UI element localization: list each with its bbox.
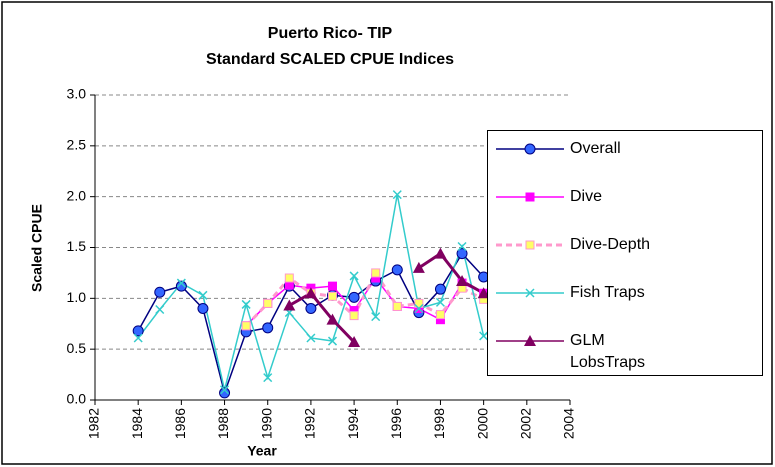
legend-label: GLM LobsTraps [570, 332, 645, 371]
marker [328, 281, 337, 291]
x-tick-label: 2002 [518, 408, 534, 439]
x-tick-label: 2000 [474, 408, 490, 439]
marker [477, 287, 490, 299]
legend-swatch [496, 143, 564, 155]
marker [524, 335, 536, 346]
legend-label: Dive [570, 188, 603, 205]
x-tick-label: 1982 [86, 408, 102, 439]
marker [132, 325, 144, 337]
marker [524, 143, 536, 155]
marker [414, 298, 424, 308]
legend-label: Dive-Depth [570, 236, 651, 253]
y-tick-label: 0.5 [67, 340, 87, 356]
marker [241, 299, 251, 309]
x-tick-label: 1992 [302, 408, 318, 439]
marker [371, 268, 381, 278]
marker [392, 301, 402, 311]
y-tick-label: 1.0 [67, 289, 87, 305]
marker [349, 271, 359, 281]
marker [434, 283, 446, 295]
marker [435, 310, 445, 320]
y-tick-label: 1.5 [67, 238, 87, 254]
legend-label: Overall [570, 140, 621, 157]
marker [525, 192, 535, 202]
marker [434, 247, 447, 259]
marker [525, 288, 535, 298]
marker [327, 336, 338, 346]
marker [220, 385, 230, 395]
x-tick-label: 1990 [258, 408, 274, 439]
y-axis-label: Scaled CPUE [29, 204, 45, 292]
legend-swatch [496, 288, 564, 298]
marker [348, 291, 360, 303]
y-tick-label: 2.5 [67, 137, 87, 153]
y-tick-label: 0.0 [67, 391, 87, 407]
marker [133, 333, 143, 343]
marker [348, 336, 361, 348]
x-tick-label: 1984 [129, 408, 145, 439]
marker [304, 287, 317, 299]
marker [328, 291, 337, 301]
chart-subtitle: Standard SCALED CPUE Indices [206, 51, 454, 68]
legend-entry: Dive [488, 179, 762, 227]
legend-entry: GLM LobsTraps [488, 323, 762, 371]
marker [263, 373, 273, 383]
marker [262, 322, 274, 334]
x-axis-label: Year [247, 443, 277, 459]
legend-entry: Overall [488, 131, 762, 179]
x-tick-label: 1986 [172, 408, 188, 439]
y-tick-label: 2.0 [67, 187, 87, 203]
marker [412, 261, 425, 273]
marker [456, 248, 468, 260]
legend: Overall Dive Dive-Depth Fish Traps GLM LobsT… [487, 130, 763, 376]
chart-title: Puerto Rico- TIP [268, 25, 393, 42]
marker [241, 321, 251, 331]
x-tick-label: 1996 [388, 408, 404, 439]
marker [414, 303, 424, 314]
legend-swatch [496, 192, 564, 202]
marker [175, 280, 187, 292]
x-tick-label: 1988 [215, 408, 231, 439]
marker [435, 297, 445, 307]
marker [176, 278, 186, 288]
legend-label: Fish Traps [570, 284, 645, 301]
marker [479, 331, 489, 341]
y-tick-label: 3.0 [67, 86, 87, 102]
marker [284, 273, 294, 283]
marker [197, 303, 209, 314]
marker [219, 387, 231, 399]
marker [457, 241, 467, 252]
marker [283, 299, 296, 311]
marker [305, 303, 317, 314]
marker [155, 304, 165, 315]
marker [371, 312, 381, 322]
legend-entry: Dive-Depth [488, 227, 762, 275]
marker [392, 190, 402, 200]
legend-swatch [496, 240, 564, 250]
marker [456, 275, 469, 287]
marker [154, 286, 166, 298]
x-tick-label: 2004 [561, 408, 577, 439]
marker [525, 240, 535, 250]
marker [263, 298, 273, 308]
legend-entry: Fish Traps [488, 275, 762, 323]
marker [349, 311, 359, 321]
marker [198, 290, 208, 300]
x-tick-label: 1994 [345, 408, 361, 439]
legend-swatch [496, 335, 564, 346]
marker [326, 313, 339, 325]
x-tick-label: 1998 [431, 408, 447, 439]
marker [306, 333, 316, 343]
marker [391, 264, 403, 276]
